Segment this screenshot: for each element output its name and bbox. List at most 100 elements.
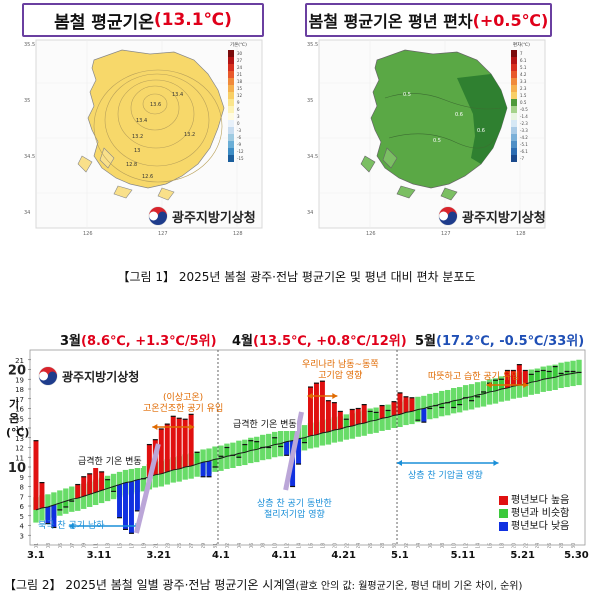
daily-mean-marker [152,439,158,441]
legend-swatch [511,50,517,57]
daily-mean-marker [570,370,576,373]
lon-tick: 127 [158,231,168,235]
x-tick-label: 05.24 [535,543,541,548]
anomaly-legend: 편차(℃) 7 6.1 5.1 4.2 3.3 2.3 1.5 0.5 -0.5 -1.4 -2.3 -… [511,41,530,162]
lat-tick: 35.5 [307,42,318,48]
x-major-label: 3.11 [86,550,112,561]
daily-mean-marker [182,418,188,420]
daily-mean-marker [379,404,385,407]
annotation-arrows [68,382,529,534]
daily-mean-marker [248,440,254,442]
daily-bar [421,408,427,423]
daily-bar [367,411,373,422]
month-name: 4월 [232,334,254,349]
daily-mean-marker [146,443,152,446]
daily-bar [325,400,331,432]
month-header-march: 3월(8.6℃, +1.3℃/5위) [60,330,217,349]
x-tick-label: 03.27 [189,543,195,548]
daily-bar [224,447,230,457]
y-tick-label: 15 [15,415,24,423]
daily-mean-marker [117,517,123,519]
daily-mean-marker [451,406,457,409]
taegeuk-icon [148,206,168,226]
x-major-label: 5.1 [391,550,409,561]
y-tick-label: 9 [20,474,24,482]
x-tick-label: 03.03 [46,543,52,548]
daily-bar [349,409,355,427]
daily-mean-marker [39,482,45,484]
legend-value: -9 [237,142,241,147]
y-tick-label: 5 [20,513,24,521]
legend-value: 6.1 [520,58,527,63]
daily-mean-marker [212,466,218,468]
month-stat: (17.2℃, -0.5℃/33위) [436,334,585,349]
legend-value: 6 [237,107,240,112]
daily-bar [451,400,457,408]
legend-value: 3 [237,114,240,119]
legend-value: -6.1 [520,149,528,154]
daily-bar [391,401,397,416]
legend-swatch [228,57,234,64]
daily-mean-marker [194,451,200,453]
map2-title-text: 봄철 평균기온 평년 편차 [308,12,473,31]
daily-mean-marker [99,471,105,473]
daily-bar [39,482,45,508]
x-tick-label: 05.26 [547,543,553,548]
daily-mean-marker [469,400,475,402]
daily-bar [248,440,254,451]
daily-bar [63,501,69,507]
annotation-april-lowpressure: 상층 찬 공기 동반한 절리저기압 영향 [257,499,332,520]
map2-title-value: (+0.5℃) [472,10,549,30]
legend-value: -3.3 [520,128,528,133]
temperature-anomaly-map-svg: 0.5 0.5 0.6 0.6 126 127 128 35.5 35 34.5 34 편차(℃)… [305,38,558,237]
map1-title-value: (13.1℃) [153,10,232,30]
lon-tick: 126 [83,231,93,235]
daily-mean-marker [564,370,570,373]
daily-bar [117,484,123,518]
daily-bar [319,381,325,433]
trend-arrow [283,411,304,491]
map-axis-ticks: 126 127 128 35.5 35 34.5 34 [307,42,526,237]
daily-bar [439,403,445,408]
daily-bar [337,411,343,429]
contour-labels: 0.5 0.5 0.6 0.6 [403,92,485,144]
x-tick-label: 04.28 [380,543,386,548]
kma-logo-chart: 광주지방기상청 [38,366,139,386]
map1-title-text: 봄철 평균기온 [54,12,154,33]
daily-bar [212,459,218,467]
y-tick-label: 21 [15,357,24,365]
legend-swatch [511,92,517,99]
x-major-label: 3.1 [27,550,45,561]
legend-swatch [511,120,517,127]
legend-swatch [511,99,517,106]
y-tick-label: 8 [20,484,24,492]
daily-bar [111,486,117,492]
x-tick-label: 05.10 [452,543,458,548]
legend-swatch [228,78,234,85]
x-tick-label: 03.09 [82,543,88,548]
daily-mean-marker [504,369,510,372]
daily-mean-marker [75,483,81,486]
daily-mean-marker [51,526,57,529]
daily-bar [99,471,105,491]
x-tick-label: 04.04 [237,543,243,548]
mean-temperature-map: 13.6 13.4 13.2 13 12.8 12.6 13.4 13.2 126 127 128… [22,38,270,237]
daily-bar [487,383,492,392]
daily-bar [564,371,570,375]
x-tick-label: 03.31 [213,543,219,548]
contour-label: 0.5 [403,92,411,98]
daily-bar [343,419,349,428]
daily-mean-marker [164,423,170,425]
month-stat: (13.5℃, +0.8℃/12위) [253,334,407,349]
legend-title: 기온(℃) [230,41,247,48]
legend-swatch [511,85,517,92]
legend-swatch [511,106,517,113]
daily-mean-marker [242,443,248,446]
x-tick-label: 05.02 [404,543,410,548]
daily-mean-marker [266,446,272,449]
contour-label: 13.2 [184,132,195,138]
daily-bar [296,438,302,465]
daily-mean-marker [313,382,319,384]
